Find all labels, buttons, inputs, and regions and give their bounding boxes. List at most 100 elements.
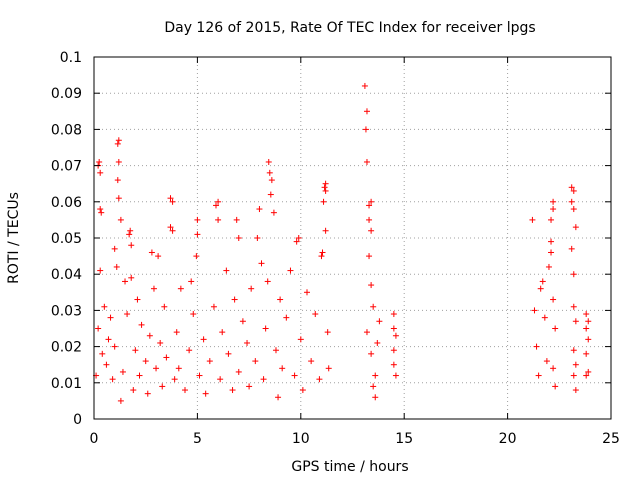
data-point xyxy=(150,285,157,292)
data-point xyxy=(167,224,174,231)
data-point xyxy=(550,206,557,213)
y-tick-label: 0.05 xyxy=(51,231,82,247)
data-point xyxy=(103,361,110,368)
data-point xyxy=(374,339,381,346)
data-point xyxy=(126,231,133,238)
data-point xyxy=(98,209,105,216)
data-point xyxy=(215,198,222,205)
data-point xyxy=(529,216,536,223)
data-point xyxy=(550,198,557,205)
data-points xyxy=(93,82,592,404)
data-point xyxy=(304,289,311,296)
data-point xyxy=(210,303,217,310)
y-tick-label: 0.01 xyxy=(51,376,82,392)
data-point xyxy=(217,376,224,383)
data-point xyxy=(390,311,397,318)
data-point xyxy=(127,227,134,234)
data-point xyxy=(266,169,273,176)
data-point xyxy=(295,235,302,241)
data-point xyxy=(119,368,126,375)
data-point xyxy=(254,235,261,241)
data-point xyxy=(97,206,104,213)
data-point xyxy=(265,158,272,165)
data-point xyxy=(97,169,104,176)
data-point xyxy=(361,82,368,89)
data-point xyxy=(153,365,160,372)
grid xyxy=(94,57,611,419)
data-point xyxy=(533,343,540,350)
y-tick-label: 0.03 xyxy=(51,303,82,319)
data-point xyxy=(316,376,323,383)
x-tick-label: 0 xyxy=(90,431,99,447)
data-point xyxy=(96,158,103,165)
data-point xyxy=(545,263,552,270)
data-point xyxy=(113,263,120,270)
data-point xyxy=(132,347,139,354)
data-point xyxy=(568,184,575,191)
data-point xyxy=(142,358,149,365)
data-point xyxy=(101,303,108,310)
data-point xyxy=(155,253,162,260)
data-point xyxy=(568,245,575,252)
data-point xyxy=(535,372,542,379)
data-point xyxy=(148,249,155,256)
data-point xyxy=(193,253,200,260)
data-point xyxy=(159,383,166,390)
data-point xyxy=(279,365,286,372)
data-point xyxy=(277,296,284,303)
data-point xyxy=(246,383,253,390)
y-tick-label: 0.07 xyxy=(51,159,82,175)
data-point xyxy=(161,303,168,310)
y-tick-label: 0.06 xyxy=(51,195,82,211)
axis-ticks xyxy=(93,56,612,420)
y-axis-title: ROTI / TECUs xyxy=(6,192,22,284)
data-point xyxy=(550,296,557,303)
data-point xyxy=(363,329,370,336)
data-point xyxy=(99,350,106,357)
data-point xyxy=(570,347,577,354)
data-point xyxy=(169,198,176,205)
data-point xyxy=(206,358,213,365)
data-point xyxy=(196,372,203,379)
data-point xyxy=(325,365,332,372)
data-point xyxy=(107,314,114,321)
data-point xyxy=(231,296,238,303)
data-point xyxy=(239,318,246,325)
data-point xyxy=(570,271,577,278)
data-point xyxy=(268,177,275,184)
data-point xyxy=(175,365,182,372)
data-point xyxy=(583,350,590,357)
data-point xyxy=(128,274,135,281)
data-point xyxy=(372,394,379,401)
data-point xyxy=(262,325,269,332)
data-point xyxy=(539,278,546,285)
data-point xyxy=(173,329,180,336)
data-point xyxy=(570,206,577,213)
data-point xyxy=(144,390,151,397)
data-point xyxy=(308,358,315,365)
data-point xyxy=(95,325,102,332)
data-point xyxy=(293,238,300,245)
data-point xyxy=(572,361,579,368)
data-point xyxy=(97,267,104,274)
data-point xyxy=(181,387,188,394)
data-point xyxy=(322,187,329,194)
data-point xyxy=(171,376,178,383)
data-point xyxy=(376,318,383,325)
data-point xyxy=(366,202,373,209)
data-point xyxy=(548,249,555,256)
data-point xyxy=(583,372,590,379)
data-point xyxy=(585,318,592,325)
data-point xyxy=(248,285,255,292)
data-point xyxy=(366,253,373,260)
y-tick-label: 0.02 xyxy=(51,340,82,356)
data-point xyxy=(370,303,377,310)
y-tick-label: 0 xyxy=(73,412,82,428)
y-tick-label: 0.1 xyxy=(60,50,82,66)
data-point xyxy=(188,278,195,285)
data-point xyxy=(267,191,274,198)
data-point xyxy=(256,206,263,213)
data-point xyxy=(321,184,328,191)
data-point xyxy=(543,358,550,365)
